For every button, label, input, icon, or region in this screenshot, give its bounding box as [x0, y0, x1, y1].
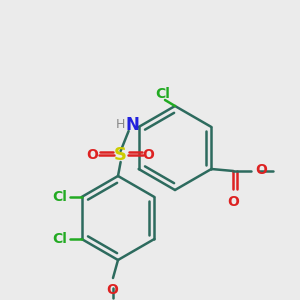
Text: N: N [126, 116, 140, 134]
Text: O: O [255, 163, 267, 177]
Text: O: O [227, 195, 239, 209]
Text: Cl: Cl [52, 232, 67, 246]
Text: H: H [115, 118, 124, 131]
Text: O: O [87, 148, 99, 162]
Text: S: S [114, 146, 127, 164]
Text: O: O [106, 283, 118, 297]
Text: O: O [143, 148, 154, 162]
Text: Cl: Cl [156, 87, 170, 101]
Text: Cl: Cl [52, 190, 67, 204]
